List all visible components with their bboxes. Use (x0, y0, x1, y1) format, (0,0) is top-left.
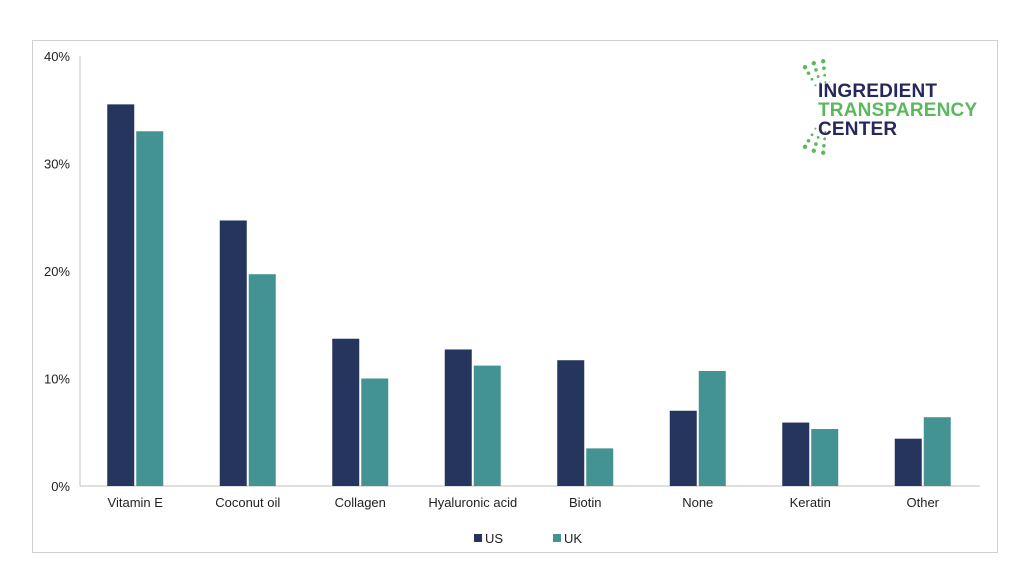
logo-dot (822, 66, 826, 71)
bar-us (332, 338, 360, 486)
logo-dot (816, 75, 820, 78)
bar-uk (473, 365, 501, 486)
logo-dot (806, 138, 811, 143)
y-tick-label: 20% (44, 264, 70, 279)
bar-us (444, 349, 472, 486)
logo-dot (802, 64, 808, 70)
logo-dot (814, 68, 818, 72)
ingredient-transparency-center-logo: INGREDIENT TRANSPARENCY CENTER (770, 55, 990, 165)
logo-dot (816, 136, 820, 139)
logo-dot (814, 84, 817, 87)
bar-uk (361, 378, 389, 486)
x-tick-label: Coconut oil (215, 495, 280, 510)
logo-dot (819, 82, 822, 85)
bar-uk (811, 429, 839, 486)
bar-us (894, 438, 922, 486)
bar-uk (698, 370, 726, 486)
bar-us (107, 104, 135, 486)
logo-dot (802, 144, 808, 150)
x-tick-label: Hyaluronic acid (428, 495, 517, 510)
legend-label-uk: UK (564, 531, 582, 546)
bar-uk (136, 131, 164, 486)
logo-dot (824, 81, 827, 84)
logo-dot (824, 130, 827, 133)
legend-swatch-uk (553, 534, 561, 542)
bar-us (782, 422, 810, 486)
x-tick-label: Other (906, 495, 939, 510)
logo-dot (823, 73, 827, 77)
bar-uk (248, 274, 276, 486)
bar-us (669, 410, 697, 486)
legend-label-us: US (485, 531, 503, 546)
logo-dot (820, 150, 826, 155)
logo-dot (806, 71, 811, 76)
y-tick-label: 30% (44, 157, 70, 172)
x-tick-label: Keratin (790, 495, 831, 510)
logo-dot (810, 77, 814, 81)
x-tick-label: None (682, 495, 713, 510)
bar-uk (923, 417, 951, 486)
y-tick-label: 10% (44, 372, 70, 387)
bar-us (219, 220, 247, 486)
legend-swatch-us (474, 534, 482, 542)
x-tick-label: Collagen (335, 495, 386, 510)
y-tick-label: 40% (44, 49, 70, 64)
logo-line-2: TRANSPARENCY (818, 100, 978, 121)
logo-dot (822, 143, 826, 148)
y-tick-label: 0% (51, 479, 70, 494)
logo-dots-icon (802, 59, 830, 155)
logo-dot (820, 59, 826, 64)
logo-line-1: INGREDIENT (818, 81, 938, 102)
logo-dot (823, 137, 827, 141)
logo-dot (819, 129, 822, 132)
x-tick-label: Biotin (569, 495, 602, 510)
chart-frame (32, 40, 998, 553)
bar-uk (586, 448, 614, 486)
logo-dot (814, 142, 818, 146)
bar-us (557, 360, 585, 486)
logo-dot (811, 148, 816, 153)
logo-dot (814, 127, 817, 130)
logo-dot (810, 133, 814, 137)
logo-dot (811, 61, 816, 66)
logo-line-3: CENTER (818, 119, 898, 140)
x-tick-label: Vitamin E (108, 495, 164, 510)
